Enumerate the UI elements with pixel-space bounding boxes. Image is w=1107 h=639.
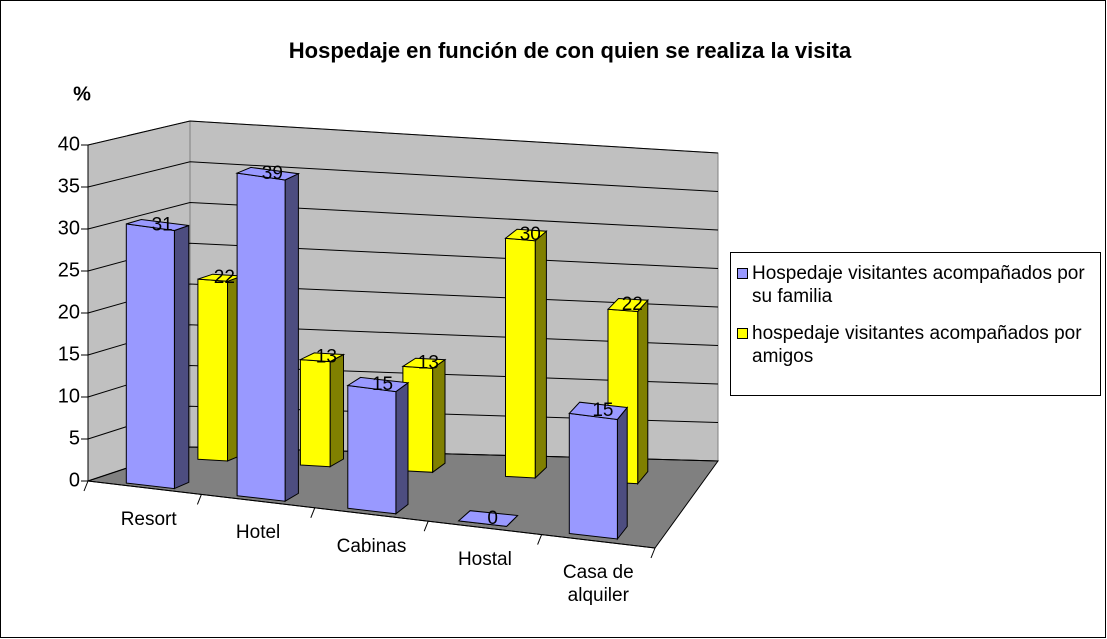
bar-side	[395, 381, 409, 515]
x-tick-label: Casa de alquiler	[562, 562, 634, 607]
legend-swatch	[737, 328, 748, 339]
y-tick-label: 20	[58, 301, 80, 323]
data-label: 22	[214, 267, 235, 288]
bar-top	[401, 357, 447, 369]
bar	[347, 384, 397, 515]
y-axis-label: %	[73, 83, 91, 105]
chart-title: Hospedaje en función de con quien se rea…	[289, 38, 852, 63]
bar-top	[568, 401, 629, 421]
bar-top	[504, 228, 548, 242]
legend-label: hospedaje visitantes acompañados por ami…	[752, 323, 1082, 367]
x-tick-label: Cabinas	[336, 535, 407, 557]
x-tick-label: Resort	[120, 508, 177, 530]
bar-top	[457, 510, 519, 527]
legend-box	[730, 252, 1101, 396]
bar-side	[637, 298, 649, 486]
bar-top	[235, 166, 301, 181]
y-tick-label: 10	[58, 385, 80, 407]
bar-side	[173, 224, 190, 490]
bar-top	[298, 352, 346, 363]
data-label: 0	[487, 508, 498, 529]
bar-side	[329, 353, 344, 468]
y-tick-label: 30	[58, 217, 80, 239]
x-tick-label: Hostal	[457, 548, 512, 570]
bar-top	[606, 297, 649, 313]
data-label: 30	[520, 224, 541, 245]
legend-swatch	[737, 268, 748, 279]
data-label: 22	[622, 294, 643, 315]
data-label: 13	[316, 346, 337, 367]
y-tick-label: 0	[69, 469, 80, 491]
x-tick	[537, 534, 543, 545]
data-label: 39	[262, 163, 283, 184]
bar-top	[126, 218, 189, 232]
data-label: 13	[418, 352, 439, 373]
grid-line	[87, 201, 719, 231]
y-tick-label: 15	[58, 343, 80, 365]
y-tick-label: 25	[58, 259, 80, 281]
y-tick-label: 35	[58, 175, 80, 197]
x-tick	[196, 494, 202, 505]
bar	[236, 172, 286, 502]
data-label: 15	[592, 400, 613, 421]
bar-side	[284, 172, 299, 503]
bar	[505, 237, 536, 479]
x-tick	[83, 480, 89, 492]
bar-side	[534, 230, 547, 480]
bar-top	[346, 376, 410, 393]
bar	[197, 278, 228, 462]
bar	[568, 412, 618, 540]
x-tick	[310, 507, 316, 518]
x-tick	[650, 547, 656, 559]
data-label: 31	[152, 214, 173, 235]
bar	[125, 223, 175, 490]
grid-line	[87, 161, 719, 192]
bar-side	[432, 358, 446, 474]
y-tick-label: 40	[58, 133, 80, 155]
data-label: 15	[372, 374, 393, 395]
bar-side	[616, 406, 628, 541]
y-tick-label: 5	[69, 427, 80, 449]
bar	[299, 359, 331, 468]
x-tick-label: Hotel	[235, 522, 281, 544]
grid-line	[87, 120, 719, 154]
legend-label: Hospedaje visitantes acompañados por su …	[752, 263, 1085, 307]
x-axis	[87, 480, 656, 549]
x-tick	[423, 521, 429, 532]
